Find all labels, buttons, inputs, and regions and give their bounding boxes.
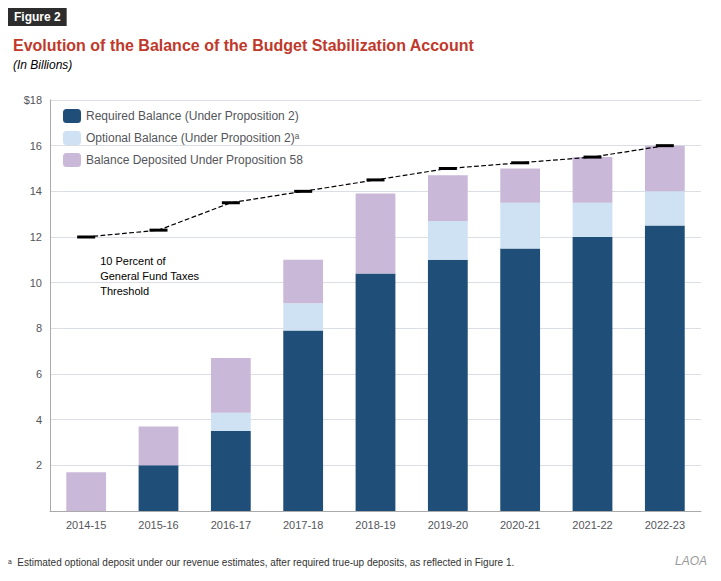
- svg-text:ᵃ Estimated optional deposit: ᵃ Estimated optional deposit under our r…: [8, 557, 514, 568]
- svg-text:2014-15: 2014-15: [66, 519, 106, 531]
- svg-text:LAOA: LAOA: [675, 554, 707, 568]
- svg-text:2017-18: 2017-18: [283, 519, 323, 531]
- svg-text:Balance Deposited Under Propos: Balance Deposited Under Proposition 58: [86, 153, 303, 167]
- svg-text:10: 10: [30, 277, 42, 289]
- svg-text:2021-22: 2021-22: [572, 519, 612, 531]
- svg-text:(In Billions): (In Billions): [13, 58, 72, 72]
- svg-text:Evolution of the Balance of th: Evolution of the Balance of the Budget S…: [13, 37, 474, 54]
- svg-text:2022-23: 2022-23: [645, 519, 685, 531]
- svg-text:2015-16: 2015-16: [138, 519, 178, 531]
- svg-text:8: 8: [36, 322, 42, 334]
- svg-text:Optional Balance (Under Propos: Optional Balance (Under Proposition 2)ᵃ: [86, 131, 300, 145]
- svg-text:10 Percent of: 10 Percent of: [100, 255, 166, 267]
- svg-text:2018-19: 2018-19: [355, 519, 395, 531]
- svg-text:12: 12: [30, 231, 42, 243]
- svg-text:4: 4: [36, 414, 42, 426]
- svg-text:Required Balance (Under Propos: Required Balance (Under Proposition 2): [86, 109, 299, 123]
- svg-text:2: 2: [36, 459, 42, 471]
- svg-text:16: 16: [30, 140, 42, 152]
- svg-text:2019-20: 2019-20: [428, 519, 468, 531]
- svg-text:General Fund Taxes: General Fund Taxes: [100, 270, 199, 282]
- svg-text:2016-17: 2016-17: [211, 519, 251, 531]
- svg-text:6: 6: [36, 368, 42, 380]
- svg-text:Figure 2: Figure 2: [14, 10, 61, 24]
- svg-text:$18: $18: [24, 94, 42, 106]
- svg-text:Threshold: Threshold: [100, 285, 149, 297]
- svg-text:14: 14: [30, 185, 42, 197]
- svg-text:2020-21: 2020-21: [500, 519, 540, 531]
